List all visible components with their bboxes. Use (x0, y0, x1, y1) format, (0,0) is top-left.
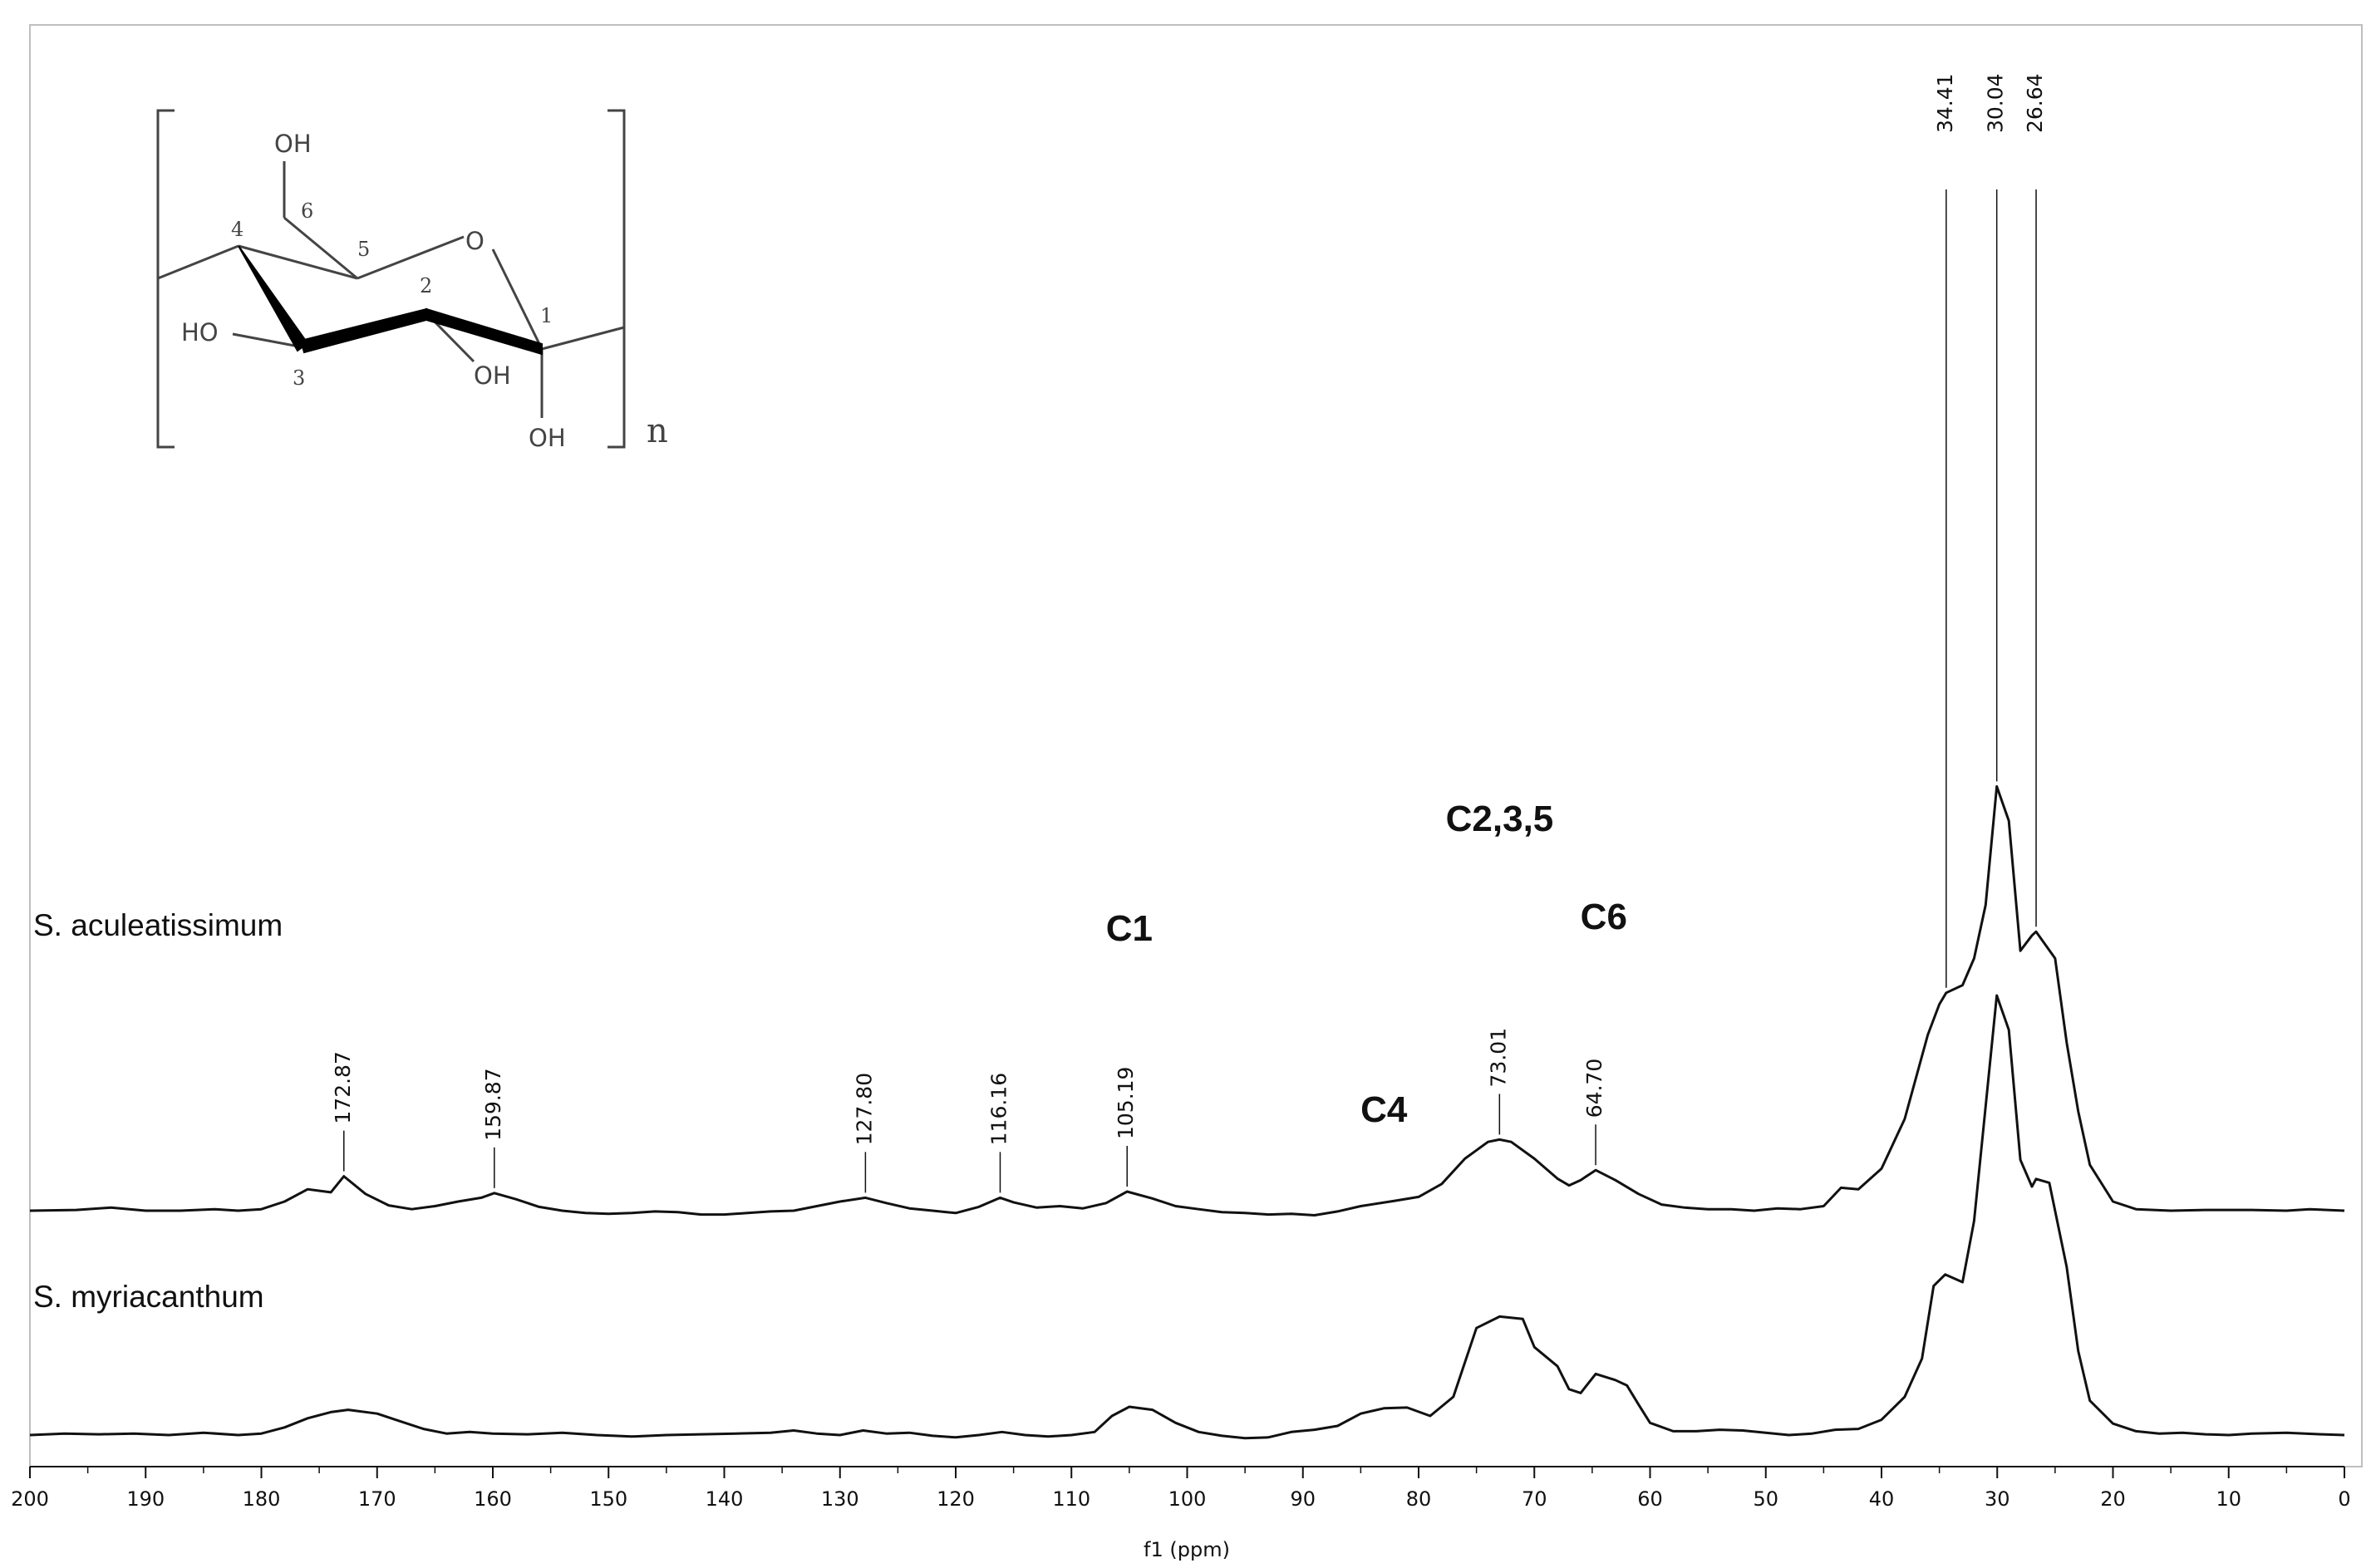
x-tick-label: 20 (2100, 1487, 2126, 1511)
left-bracket (156, 109, 175, 449)
structure-oh-c6: OH (274, 130, 312, 158)
x-axis-title: f1 (ppm) (1144, 1538, 1230, 1561)
x-tick-label: 120 (937, 1487, 975, 1511)
assignment-label-c1: C1 (1106, 908, 1153, 949)
wedge-c2-c1 (426, 307, 543, 356)
bond-c4-c5 (238, 244, 358, 280)
x-axis-ticks: 200 190 180 170 160 150 140 130 120 110 100 90 80 70 6… (11, 1467, 2351, 1511)
bond-c3-oh (232, 332, 304, 349)
x-tick-label: 80 (1406, 1487, 1432, 1511)
x-tick-label: 110 (1052, 1487, 1090, 1511)
peak-label-30-04: 30.04 (1984, 73, 2008, 133)
structure-carbon-3: 3 (293, 366, 305, 390)
spectrum-line-s-myriacanthum (29, 994, 2345, 1440)
x-tick-label: 160 (474, 1487, 512, 1511)
x-tick-label: 90 (1290, 1487, 1316, 1511)
spectrum-line-s-aculeatissimum (29, 784, 2345, 1217)
structure-oh-c1: OH (529, 424, 566, 452)
x-tick-label: 30 (1985, 1487, 2010, 1511)
structure-carbon-4: 4 (231, 218, 243, 241)
bond-c5-o (357, 235, 465, 280)
structure-carbon-1: 1 (540, 304, 553, 327)
x-tick-label: 140 (706, 1487, 744, 1511)
bond-right-link (541, 326, 625, 351)
bond-o-c1 (491, 248, 544, 350)
series-label-s-myriacanthum: S. myriacanthum (33, 1280, 264, 1314)
x-tick-label: 200 (11, 1487, 49, 1511)
bond-left-link (157, 244, 239, 280)
peak-label-64-70: 64.70 (1582, 1059, 1606, 1118)
plot-border (29, 24, 2363, 1467)
x-tick-label: 50 (1753, 1487, 1778, 1511)
bond-c5-c6 (283, 216, 358, 280)
peak-label-172-87: 172.87 (331, 1051, 355, 1123)
x-tick-label: 190 (126, 1487, 165, 1511)
structure-ring-oxygen: O (465, 227, 485, 255)
structure-carbon-2: 2 (420, 274, 432, 297)
peak-label-73-01: 73.01 (1486, 1028, 1510, 1088)
assignment-labels-group: C1 C4 C2,3,5 C6 (1106, 799, 1627, 1130)
peak-label-34-41: 34.41 (1933, 73, 1957, 133)
x-tick-label: 100 (1168, 1487, 1207, 1511)
cellulose-structure (156, 109, 626, 449)
assignment-label-c4: C4 (1360, 1089, 1408, 1130)
x-tick-label: 0 (2338, 1487, 2350, 1511)
x-tick-label: 10 (2216, 1487, 2241, 1511)
structure-carbon-5: 5 (357, 238, 370, 261)
x-tick-label: 180 (243, 1487, 281, 1511)
assignment-label-c6: C6 (1581, 897, 1627, 937)
right-bracket (608, 109, 626, 449)
structure-repeat-n: n (647, 412, 668, 450)
x-tick-label: 130 (821, 1487, 859, 1511)
x-tick-label: 70 (1522, 1487, 1547, 1511)
peak-label-116-16: 116.16 (986, 1073, 1011, 1145)
wedge-c3-c2 (299, 307, 427, 354)
assignment-label-c2-3-5: C2,3,5 (1446, 799, 1554, 839)
x-tick-label: 40 (1869, 1487, 1895, 1511)
structure-ho-c3: HO (181, 318, 219, 347)
peak-label-105-19: 105.19 (1114, 1067, 1138, 1139)
structure-carbon-6: 6 (301, 199, 313, 223)
structure-oh-c2: OH (474, 361, 511, 390)
series-label-s-aculeatissimum: S. aculeatissimum (33, 908, 283, 942)
peak-labels-group: 172.87 159.87 127.80 116.16 105.19 73.01 64.70… (331, 73, 2047, 1193)
peak-label-127-80: 127.80 (852, 1073, 876, 1145)
peak-label-159-87: 159.87 (481, 1068, 505, 1140)
x-tick-label: 170 (358, 1487, 396, 1511)
x-tick-label: 60 (1637, 1487, 1663, 1511)
x-tick-label: 150 (589, 1487, 627, 1511)
spectra-group (29, 784, 2345, 1440)
peak-label-26-64: 26.64 (2023, 73, 2047, 133)
